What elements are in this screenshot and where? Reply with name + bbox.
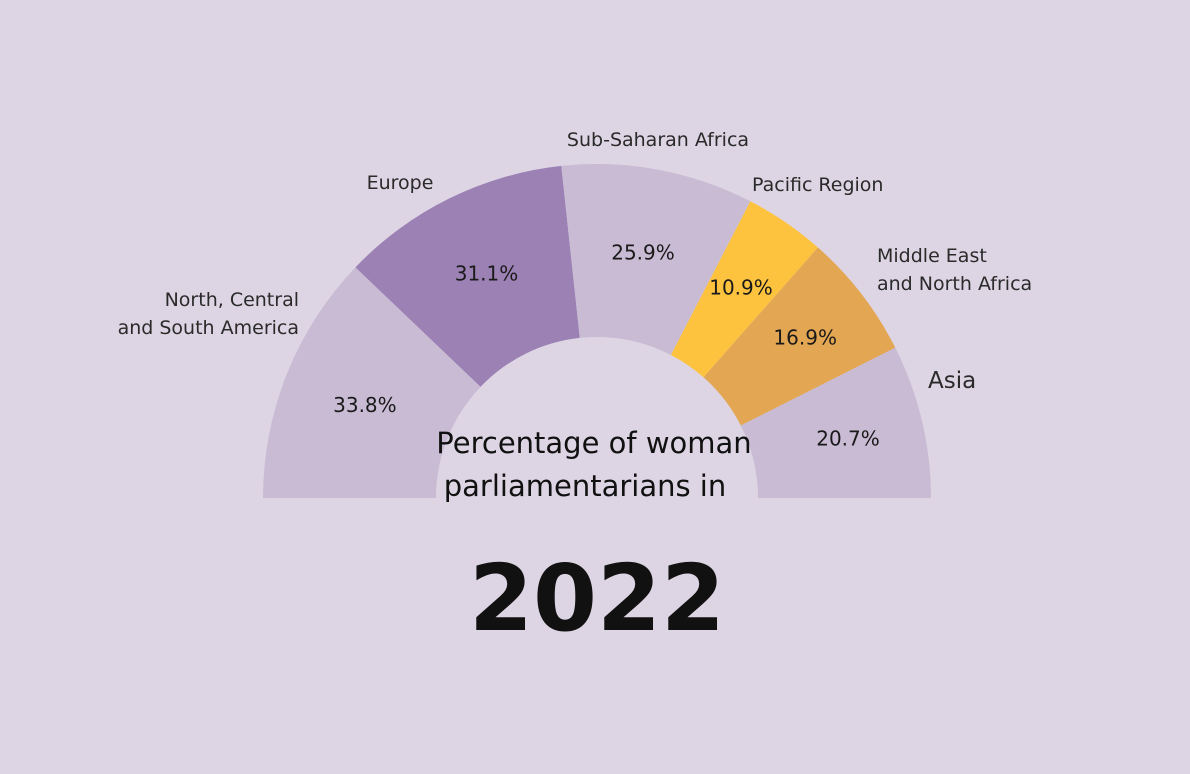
segment-1-value: 33.8%: [333, 393, 397, 417]
segment-3-label-line-1: Sub-Saharan Africa: [567, 129, 749, 151]
segment-2-label-line-1: Europe: [367, 172, 434, 194]
segment-1-label-line-1: North, Central: [165, 289, 299, 311]
segment-2: [355, 165, 580, 387]
segment-3-value: 25.9%: [611, 240, 675, 264]
segment-1-label-line-2: and South America: [118, 317, 299, 339]
segment-4: [670, 201, 818, 378]
segment-6-label-line-1: Asia: [928, 368, 976, 394]
chart-title-line-2: parliamentarians in: [444, 469, 727, 503]
segment-4-label-line-1: Pacific Region: [752, 174, 883, 196]
segment-1: [263, 267, 481, 498]
segment-5-value: 16.9%: [773, 325, 837, 349]
value-labels-layer: 33.8% 31.1% 25.9% 10.9% 16.9% 20.7%: [333, 240, 880, 450]
segment-6: [740, 347, 931, 498]
segment-3: [561, 163, 751, 355]
segment-4-value: 10.9%: [709, 276, 773, 300]
segment-5-label-line-2: and North Africa: [877, 273, 1032, 295]
segment-5-label-line-1: Middle East: [877, 245, 987, 267]
segment-5: [703, 247, 896, 426]
chart-year: 2022: [469, 545, 725, 652]
category-labels-layer: North, Central and South America Europe Sub…: [118, 129, 1033, 394]
segments-layer: [263, 163, 931, 498]
chart-title-line-1: Percentage of woman: [436, 426, 751, 460]
segment-2-value: 31.1%: [455, 262, 519, 286]
segment-6-value: 20.7%: [816, 426, 880, 450]
